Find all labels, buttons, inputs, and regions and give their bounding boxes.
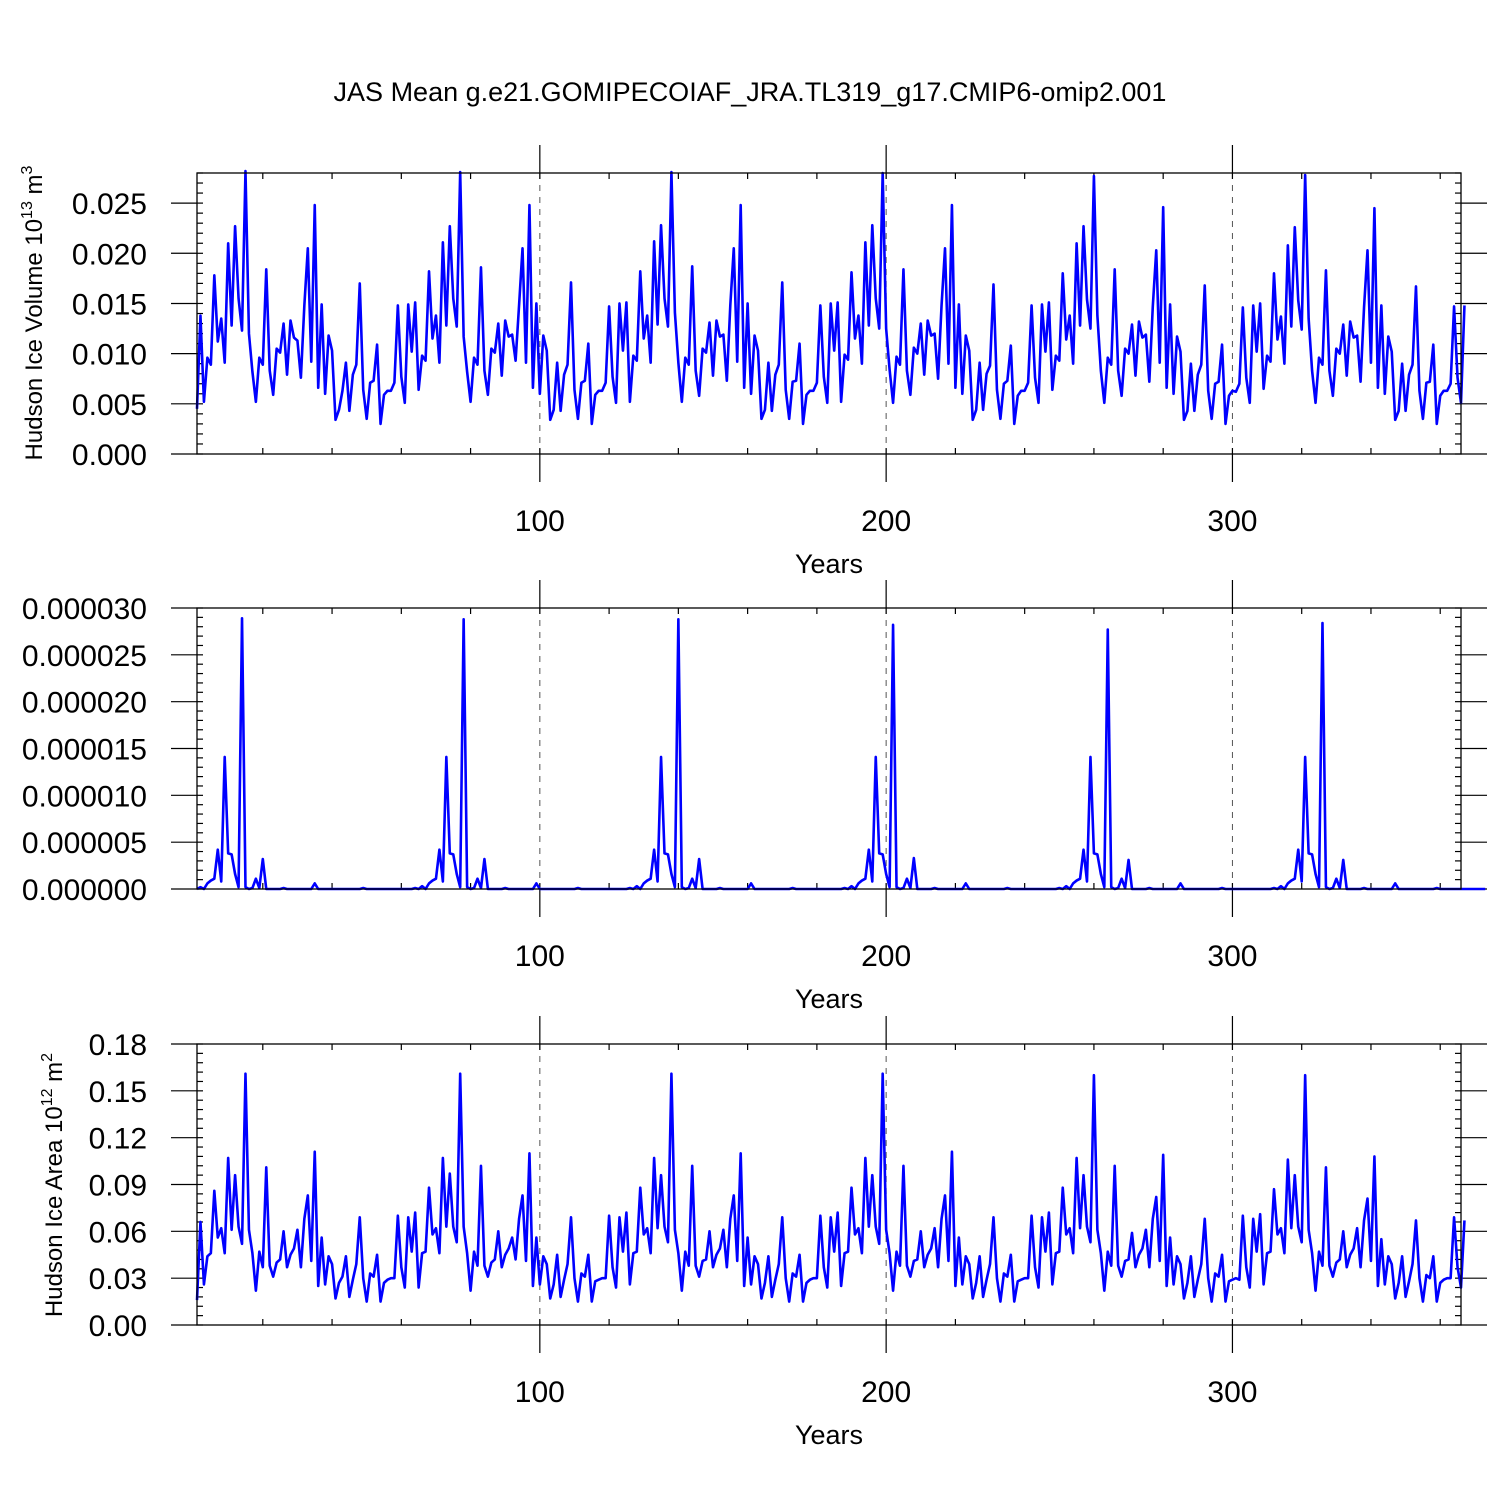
x-axis-label: Years: [795, 984, 863, 1014]
y-tick-label: 0.06: [89, 1216, 147, 1249]
y-tick-label: 0.010: [72, 339, 147, 372]
y-tick-label: 0.020: [72, 238, 147, 271]
y-tick-label: 0.15: [89, 1076, 147, 1109]
y-tick-label: 0.005: [72, 389, 147, 422]
panel-ice-volume: 0.000 0.005 0.010 0.015 0.020 0.025 100 200 300…: [19, 145, 1487, 579]
plot-frame: [196, 1043, 1462, 1326]
y-axis-label: Hudson Ice Volume 1013 m3: [19, 165, 48, 460]
x-axis-label: Years: [795, 1420, 863, 1450]
y-tick-label: 0.12: [89, 1123, 147, 1156]
y-tick-label: 0.09: [89, 1170, 147, 1203]
x-axis-ticks: 100 200 300: [262, 145, 1441, 538]
chart-title: JAS Mean g.e21.GOMIPECOIAF_JRA.TL319_g17…: [334, 77, 1167, 107]
y-tick-label: 0.000010: [22, 780, 147, 813]
ice-volume-series-line: [195, 169, 1466, 426]
x-grid: [539, 608, 1233, 889]
x-tick-label: 100: [515, 940, 565, 973]
x-tick-label: 300: [1207, 505, 1257, 538]
panel-ice-area: 0.00 0.03 0.06 0.09 0.12 0.15 0.18 100 200 300 Y…: [39, 1016, 1487, 1450]
plot-frame: [196, 607, 1462, 890]
y-tick-label: 0.000000: [22, 874, 147, 907]
x-tick-label: 300: [1207, 1376, 1257, 1409]
y-tick-label: 0.000005: [22, 827, 147, 860]
y-tick-label: 0.000: [72, 439, 147, 472]
y-axis-ticks: 0.000000 0.000005 0.000010 0.000015 0.000020…: [22, 593, 1487, 907]
x-tick-label: 200: [861, 1376, 911, 1409]
x-axis-ticks: 100 200 300: [262, 580, 1441, 973]
x-tick-label: 200: [861, 505, 911, 538]
ice-area-series-line: [195, 1072, 1466, 1303]
y-tick-label: 0.000015: [22, 734, 147, 767]
middle-series-line: [196, 616, 1486, 891]
x-axis-ticks: 100 200 300: [262, 1016, 1441, 1409]
y-tick-label: 0.025: [72, 188, 147, 221]
x-axis-label: Years: [795, 549, 863, 579]
y-tick-label: 0.03: [89, 1263, 147, 1296]
panel-middle: 0.000000 0.000005 0.000010 0.000015 0.000020…: [22, 580, 1487, 1014]
x-tick-label: 100: [515, 1376, 565, 1409]
y-tick-label: 0.18: [89, 1029, 147, 1062]
y-tick-label: 0.000025: [22, 640, 147, 673]
y-axis-label: Hudson Ice Area 1012 m2: [39, 1053, 68, 1317]
y-tick-label: 0.00: [89, 1310, 147, 1343]
x-tick-label: 100: [515, 505, 565, 538]
y-tick-label: 0.015: [72, 288, 147, 321]
x-tick-label: 200: [861, 940, 911, 973]
y-tick-label: 0.000030: [22, 593, 147, 626]
x-tick-label: 300: [1207, 940, 1257, 973]
plot-frame: [196, 172, 1462, 455]
y-tick-label: 0.000020: [22, 687, 147, 720]
